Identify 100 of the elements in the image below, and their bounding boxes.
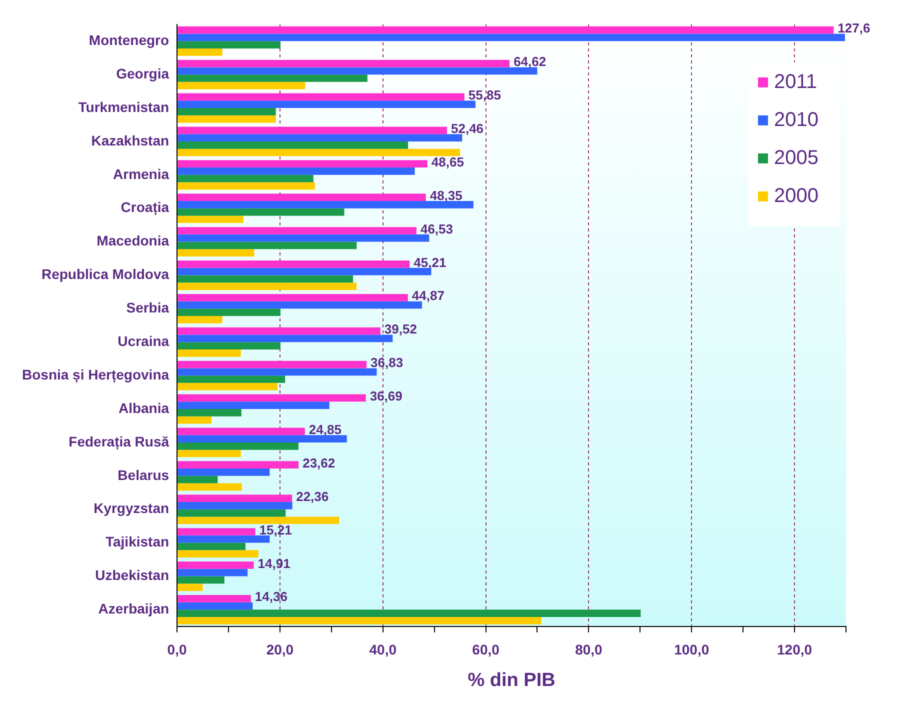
bar xyxy=(178,275,354,283)
y-tick-label: Kyrgyzstan xyxy=(94,500,170,516)
bar xyxy=(178,476,218,484)
bar xyxy=(178,242,357,250)
bar xyxy=(178,93,464,101)
data-label: 127,6 xyxy=(838,20,870,36)
data-label: 36,69 xyxy=(370,388,402,404)
data-label: 44,87 xyxy=(412,288,444,304)
x-tick-label: 60,0 xyxy=(472,642,500,658)
bar xyxy=(178,360,367,368)
bar xyxy=(178,594,251,602)
bar xyxy=(178,67,538,75)
bar xyxy=(178,584,203,591)
bar xyxy=(178,468,270,476)
x-tick-label: 120,0 xyxy=(777,642,812,658)
bar xyxy=(178,216,244,224)
y-tick-label: Georgia xyxy=(116,65,170,82)
bar xyxy=(178,494,292,502)
bar xyxy=(178,528,256,536)
bar xyxy=(178,435,347,442)
bar xyxy=(178,74,368,82)
bar xyxy=(178,342,280,350)
bar xyxy=(178,48,222,56)
bar xyxy=(178,148,460,156)
bar xyxy=(178,450,241,458)
bar xyxy=(178,82,306,90)
bar xyxy=(178,174,314,182)
bar xyxy=(178,416,212,424)
bar xyxy=(178,26,834,34)
y-tick-label: Azerbaijan xyxy=(98,600,170,617)
y-tick-label: Belarus xyxy=(118,466,170,483)
bar xyxy=(178,60,510,68)
bar xyxy=(178,442,298,450)
bar xyxy=(178,41,280,48)
data-label: 64,62 xyxy=(514,54,546,70)
bar xyxy=(178,568,248,576)
bar xyxy=(178,160,428,168)
y-tick-label: Kazakhstan xyxy=(91,132,170,148)
data-label: 23,62 xyxy=(302,455,336,470)
data-label: 39,52 xyxy=(384,322,417,337)
bar xyxy=(178,542,246,550)
bar xyxy=(178,249,254,257)
data-label: 24,85 xyxy=(308,422,342,437)
data-label: 15,21 xyxy=(259,522,292,538)
bar xyxy=(178,409,242,416)
bar xyxy=(178,382,278,390)
bar xyxy=(178,100,476,108)
data-label: 45,21 xyxy=(414,254,446,270)
bar xyxy=(178,394,366,402)
x-tick-label: 0,0 xyxy=(167,642,187,658)
bar xyxy=(178,562,254,569)
bar xyxy=(178,576,224,584)
data-label: 14,91 xyxy=(258,556,290,571)
bar xyxy=(178,461,299,469)
bar xyxy=(178,268,432,276)
legend-label: 2005 xyxy=(774,146,818,169)
bar xyxy=(178,200,474,208)
bar xyxy=(178,308,280,316)
x-tick-label: 80,0 xyxy=(575,642,603,658)
y-tick-label: Uzbekistan xyxy=(95,567,170,584)
bar xyxy=(178,194,426,201)
bar xyxy=(178,141,408,149)
x-tick-label: 40,0 xyxy=(369,642,397,658)
y-tick-label: Ucraina xyxy=(118,332,170,349)
bar xyxy=(178,182,315,190)
bar xyxy=(178,208,344,216)
bar xyxy=(178,260,410,268)
y-tick-label: Montenegro xyxy=(88,32,170,48)
y-tick-label: Bosnia și Herțegovina xyxy=(22,366,170,384)
bar xyxy=(178,428,305,436)
bar xyxy=(178,617,542,624)
bar xyxy=(178,535,270,543)
y-tick-label: Croația xyxy=(120,199,170,216)
x-tick-label: 100,0 xyxy=(674,642,710,658)
y-tick-label: Armenia xyxy=(113,166,170,182)
data-label: 46,53 xyxy=(420,221,454,236)
legend-label: 2011 xyxy=(774,70,818,93)
bar xyxy=(178,234,430,242)
bar xyxy=(178,483,242,491)
data-label: 36,83 xyxy=(370,355,404,370)
bar xyxy=(178,134,462,142)
bar xyxy=(178,368,377,376)
data-label: 14,36 xyxy=(254,589,288,604)
data-label: 48,35 xyxy=(430,188,462,203)
bar xyxy=(178,115,276,123)
bar xyxy=(178,126,447,134)
y-tick-label: Republica Moldova xyxy=(41,266,170,282)
bar xyxy=(178,402,330,410)
bar xyxy=(178,108,276,116)
bar xyxy=(178,34,845,42)
data-label: 52,46 xyxy=(450,120,484,136)
bar xyxy=(178,316,222,324)
bar xyxy=(178,602,253,610)
x-tick-label: 20,0 xyxy=(266,642,294,658)
y-tick-label: Macedonia xyxy=(96,232,170,249)
bar xyxy=(178,509,286,517)
bar xyxy=(178,349,241,357)
bar xyxy=(178,502,292,510)
legend-label: 2000 xyxy=(774,184,818,207)
bar xyxy=(178,516,340,524)
